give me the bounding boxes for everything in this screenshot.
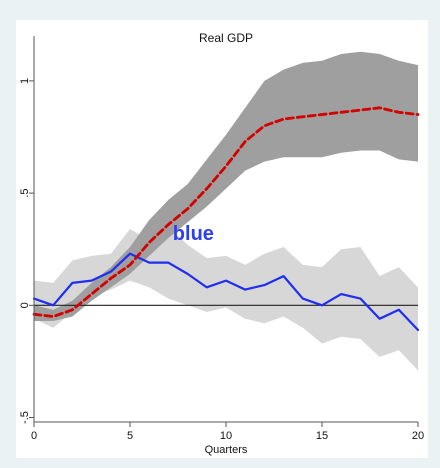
- x-axis-tick-label: 15: [316, 430, 328, 442]
- red-dashed-series-line: [32, 106, 420, 318]
- blue-series-line: [32, 252, 420, 332]
- axes: [29, 36, 419, 427]
- blue-annotation-text: blue: [173, 223, 214, 245]
- x-axis-tick-label: 5: [127, 430, 133, 442]
- x-axis-tick-label: 10: [220, 430, 232, 442]
- y-axis-tick-label: 0: [19, 302, 31, 308]
- y-axis-tick-label: -.5: [19, 411, 31, 424]
- y-axis-tick-label: 1: [19, 78, 31, 84]
- x-axis-tick-label: 20: [412, 430, 424, 442]
- series-lines: [32, 106, 420, 332]
- x-axis-tick-label: 0: [31, 430, 37, 442]
- chart-title: Real GDP: [199, 31, 253, 45]
- y-axis-tick-label: .5: [19, 188, 31, 197]
- x-axis-label: Quarters: [205, 444, 248, 456]
